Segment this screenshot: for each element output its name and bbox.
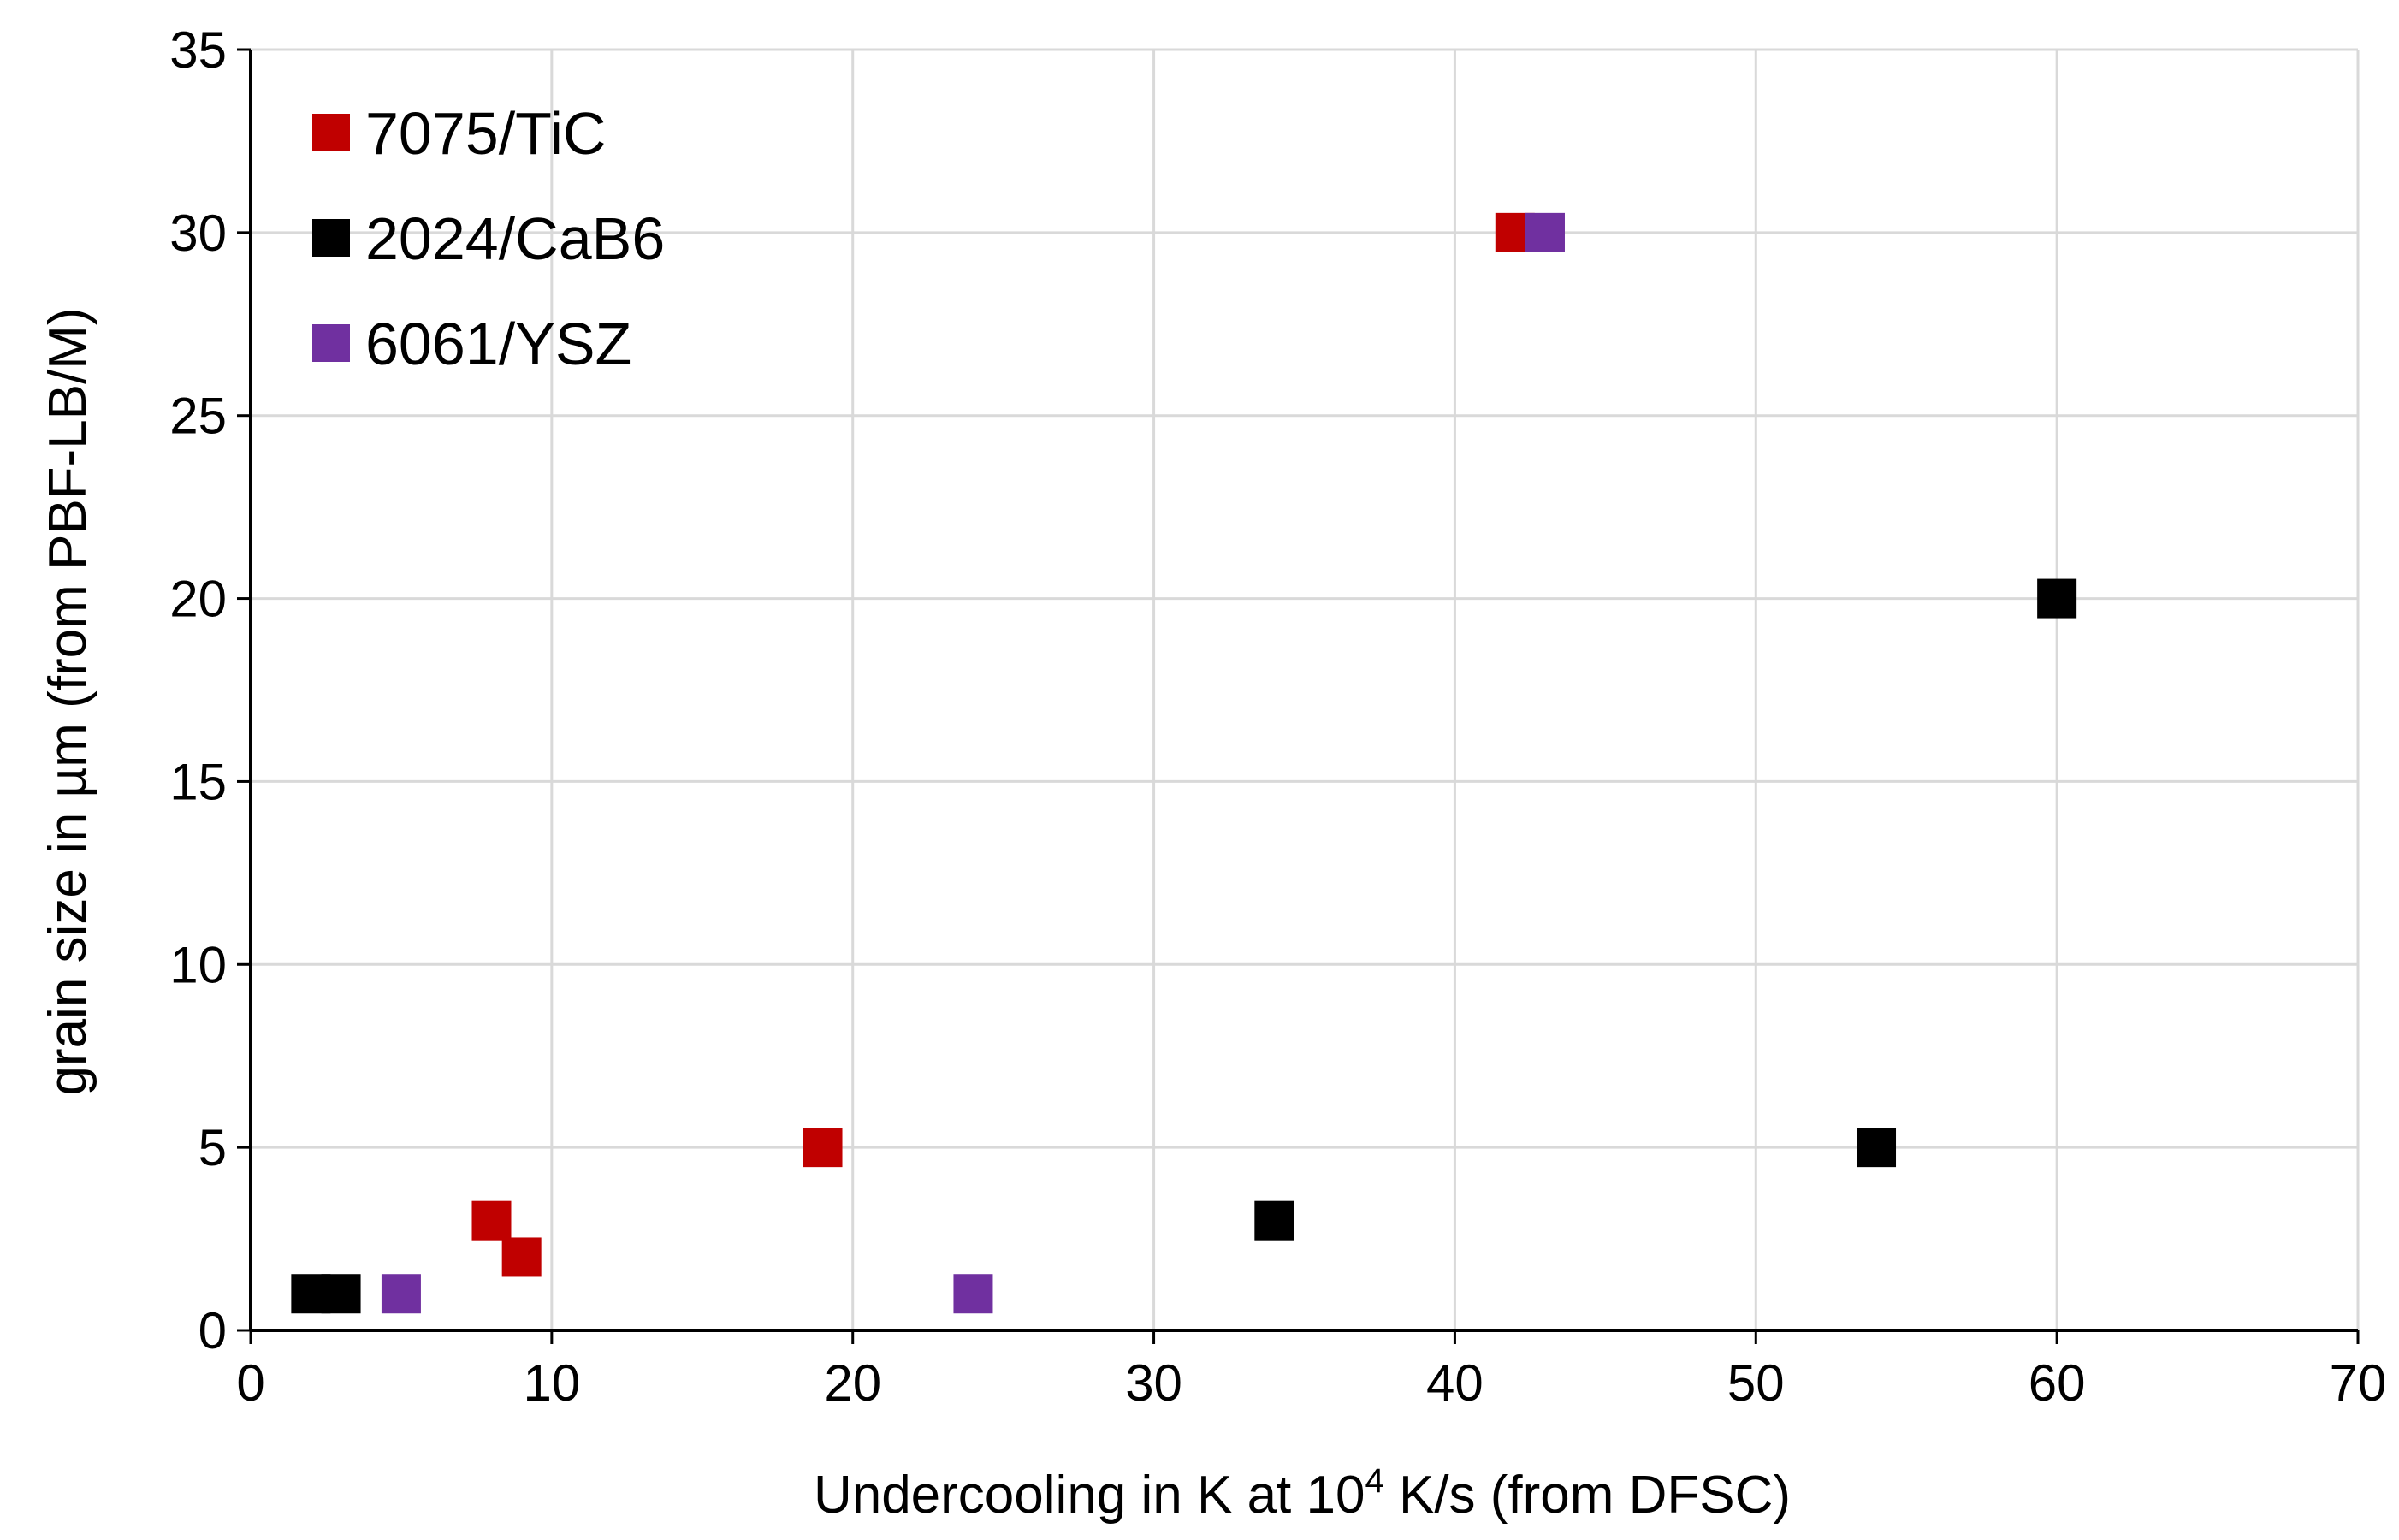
x-tick-label: 60 [2029, 1354, 2086, 1412]
x-tick-label: 30 [1125, 1354, 1182, 1412]
grid-lines [251, 48, 2360, 1330]
data-point-2024-cab6 [1857, 1128, 1897, 1168]
y-tick-label: 0 [198, 1302, 227, 1359]
data-points [291, 212, 2077, 1314]
x-tick-label: 10 [523, 1354, 580, 1412]
y-tick-label: 15 [169, 753, 227, 810]
data-point-2024-cab6 [2037, 578, 2077, 619]
data-point-7075-tic [501, 1237, 542, 1277]
legend-label: 7075/TiC [365, 100, 606, 167]
y-tick-label: 5 [198, 1119, 227, 1176]
y-tick-label: 10 [169, 936, 227, 993]
legend-label: 6061/YSZ [365, 311, 631, 377]
x-tick-label: 40 [1426, 1354, 1484, 1412]
x-tick-label: 50 [1727, 1354, 1785, 1412]
x-tick-label: 70 [2330, 1354, 2387, 1412]
x-tick-label: 20 [824, 1354, 881, 1412]
legend: 7075/TiC 2024/CaB6 6061/YSZ [312, 100, 665, 377]
x-axis-title-sup: 4 [1365, 1462, 1383, 1500]
tick-labels: 0 10 20 30 40 50 60 70 0 5 10 15 20 25 30 35 [169, 21, 2386, 1412]
legend-label: 2024/CaB6 [365, 205, 665, 272]
y-tick-label: 20 [169, 571, 227, 628]
y-tick-label: 35 [169, 21, 227, 79]
x-axis-title-main: Undercooling in K at 10 [814, 1466, 1365, 1525]
y-axis-title: grain size in µm (from PBF-LB/M) [39, 307, 98, 1095]
axes [237, 48, 2360, 1344]
data-point-2024-cab6 [1254, 1200, 1294, 1241]
legend-marker [312, 219, 350, 257]
data-point-6061-ysz [953, 1274, 993, 1314]
legend-marker [312, 324, 350, 362]
x-axis-title: Undercooling in K at 104 K/s (from DFSC) [814, 1462, 1791, 1525]
data-point-7075-tic [803, 1128, 843, 1168]
data-point-2024-cab6 [321, 1274, 361, 1314]
y-tick-label: 30 [169, 204, 227, 262]
data-point-6061-ysz [381, 1274, 421, 1314]
data-point-7075-tic [471, 1200, 512, 1241]
y-tick-label: 25 [169, 388, 227, 445]
legend-marker [312, 114, 350, 151]
x-axis-title-rest: K/s (from DFSC) [1384, 1466, 1791, 1525]
x-tick-label: 0 [236, 1354, 264, 1412]
data-point-6061-ysz [1525, 212, 1565, 252]
